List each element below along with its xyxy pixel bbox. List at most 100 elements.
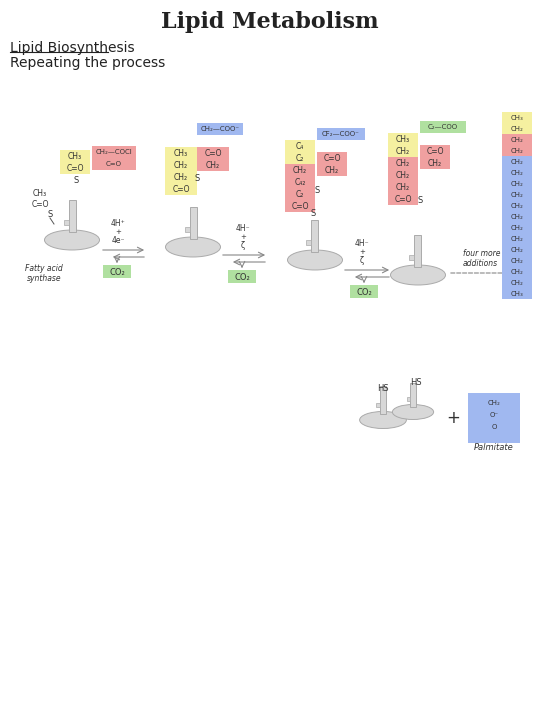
Bar	[420, 145, 450, 157]
Bar	[380, 387, 386, 413]
Bar	[502, 200, 532, 211]
Bar	[317, 164, 347, 176]
Text: +: +	[240, 234, 246, 240]
Text: CH₃: CH₃	[511, 290, 523, 297]
Bar	[502, 156, 532, 167]
Text: S: S	[73, 176, 79, 184]
Bar	[285, 200, 315, 212]
Text: C=O: C=O	[31, 199, 49, 209]
Bar	[197, 123, 243, 135]
Bar	[228, 270, 256, 283]
Text: CH₂: CH₂	[325, 166, 339, 174]
Bar	[502, 233, 532, 244]
Text: CH₂: CH₂	[510, 279, 523, 286]
Text: CH₂: CH₂	[510, 158, 523, 164]
Ellipse shape	[287, 250, 342, 270]
Text: CH₂: CH₂	[510, 235, 523, 241]
Text: S: S	[194, 174, 200, 182]
Text: C₂: C₂	[296, 153, 304, 163]
Text: S: S	[314, 186, 320, 194]
Bar	[376, 403, 380, 408]
Text: CH₂: CH₂	[510, 148, 523, 153]
Text: Lipid Biosynthesis: Lipid Biosynthesis	[10, 41, 134, 55]
Text: CH₃: CH₃	[68, 151, 82, 161]
Text: CH₂: CH₂	[510, 137, 523, 143]
Bar	[502, 189, 532, 200]
Bar	[317, 128, 365, 140]
Bar	[415, 235, 422, 267]
Text: C₂—COO: C₂—COO	[428, 124, 458, 130]
Bar	[285, 176, 315, 188]
Text: CH₂: CH₂	[510, 169, 523, 176]
Bar	[502, 134, 532, 145]
Text: C₄: C₄	[296, 142, 304, 150]
Bar	[92, 146, 136, 158]
Text: HS: HS	[410, 377, 422, 387]
Bar	[502, 211, 532, 222]
Text: CH₂: CH₂	[293, 166, 307, 174]
Text: C=O: C=O	[204, 148, 222, 158]
Bar	[285, 164, 315, 176]
Text: CH₂: CH₂	[396, 171, 410, 179]
Text: C₂: C₂	[296, 189, 304, 199]
Bar	[285, 188, 315, 200]
Bar	[420, 157, 450, 169]
Bar	[92, 158, 136, 170]
Text: C=O: C=O	[394, 194, 411, 204]
Text: CH₂: CH₂	[396, 182, 410, 192]
Bar	[190, 207, 197, 239]
Text: CH₃: CH₃	[511, 114, 523, 120]
Bar	[165, 171, 197, 183]
Bar	[502, 222, 532, 233]
Text: +: +	[115, 229, 121, 235]
Text: Palmitate: Palmitate	[474, 443, 514, 451]
Bar	[312, 220, 319, 252]
Bar	[388, 193, 418, 205]
Text: CH₂: CH₂	[488, 400, 501, 406]
Text: CH₂: CH₂	[510, 125, 523, 132]
Bar	[165, 147, 197, 159]
Text: Lipid Metabolism: Lipid Metabolism	[161, 11, 379, 33]
Bar	[388, 169, 418, 181]
Bar	[502, 167, 532, 178]
Text: C=O: C=O	[426, 146, 444, 156]
Text: CH₂: CH₂	[510, 258, 523, 264]
Text: CH₂: CH₂	[174, 161, 188, 169]
Text: CF₂—COO⁻: CF₂—COO⁻	[322, 131, 360, 137]
Text: Repeating the process: Repeating the process	[10, 56, 165, 70]
Ellipse shape	[393, 405, 434, 420]
Text: CH₂: CH₂	[510, 246, 523, 253]
Text: CH₃: CH₃	[174, 148, 188, 158]
Text: CH₂: CH₂	[174, 173, 188, 181]
Text: C=O: C=O	[291, 202, 309, 210]
Ellipse shape	[44, 230, 99, 250]
Text: +: +	[446, 409, 460, 427]
Bar	[285, 152, 315, 164]
Bar	[185, 227, 190, 232]
Text: CH₂: CH₂	[396, 146, 410, 156]
Text: 4H⁻: 4H⁻	[235, 223, 251, 233]
Text: ζ: ζ	[360, 256, 364, 264]
Bar	[502, 112, 532, 123]
Bar	[197, 159, 229, 171]
Text: C=O: C=O	[172, 184, 190, 194]
Bar	[60, 150, 90, 162]
Bar	[502, 123, 532, 134]
Bar	[502, 266, 532, 277]
Text: O: O	[491, 424, 497, 430]
Bar	[502, 288, 532, 299]
Text: CO₂: CO₂	[234, 272, 250, 282]
Text: CH₂: CH₂	[510, 225, 523, 230]
Text: synthase: synthase	[26, 274, 62, 282]
Bar	[388, 133, 418, 145]
Bar	[317, 152, 347, 164]
Text: CH₂: CH₂	[510, 181, 523, 186]
Bar	[197, 147, 229, 159]
Text: CH₃: CH₃	[33, 189, 47, 197]
Bar	[165, 159, 197, 171]
Text: S: S	[417, 196, 423, 204]
Text: four more: four more	[463, 248, 501, 258]
Bar	[307, 240, 312, 245]
Text: CH₂: CH₂	[510, 192, 523, 197]
Text: O⁻: O⁻	[489, 412, 498, 418]
